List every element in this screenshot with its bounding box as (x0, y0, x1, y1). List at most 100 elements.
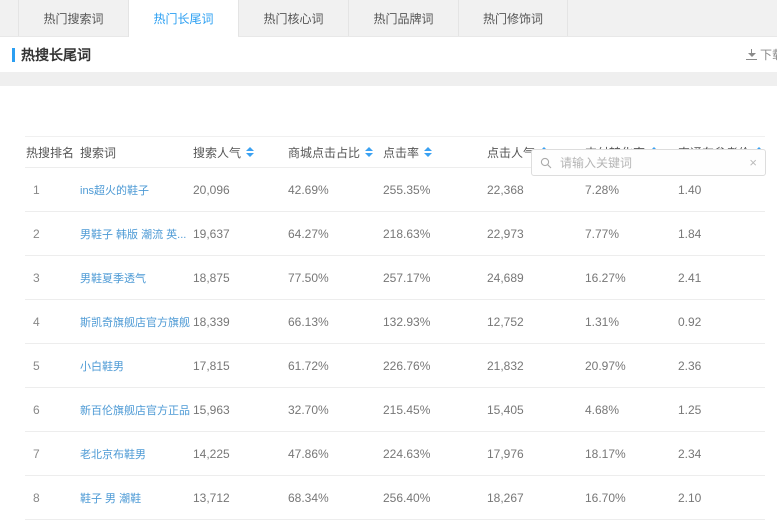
cell-click_popularity: 18,267 (487, 490, 524, 505)
cell-keyword: 斯凯奇旗舰店官方旗舰 (80, 300, 193, 344)
tab-2[interactable]: 热门长尾词 (128, 0, 238, 37)
keyword-link[interactable]: 鞋子 男 潮鞋 (80, 492, 142, 505)
cell-click_rate: 224.63% (383, 446, 431, 461)
keyword-link[interactable]: 小白鞋男 (80, 360, 124, 373)
column-header-rank: 热搜排名 (26, 145, 75, 160)
download-label: 下载 (759, 48, 777, 62)
cell-rank: 2 (33, 226, 40, 241)
tab-1[interactable]: 热门搜索词 (18, 0, 128, 36)
cell-click_rate: 256.40% (383, 490, 431, 505)
keyword-link[interactable]: 男鞋夏季透气 (80, 272, 146, 285)
cell-click_popularity: 22,368 (487, 182, 524, 197)
tab-bar: 热门搜索词 热门长尾词 热门核心词 热门品牌词 热门修饰词 (0, 0, 777, 37)
cell-click_rate: 215.45% (383, 402, 431, 417)
cell-rank: 4 (33, 314, 40, 329)
cell-mall_click_ratio: 42.69% (288, 182, 329, 197)
search-icon (540, 157, 552, 168)
cell-search_popularity: 18,875 (193, 270, 230, 285)
sort-caret-icon[interactable] (424, 147, 433, 158)
cell-ztc_price: 2.36 (678, 358, 702, 373)
table-row: 1 ins超火的鞋子 20,096 42.69% 255.35% 22,368 7.28% 1… (25, 168, 765, 212)
cell-keyword: 小白鞋男 (80, 344, 193, 388)
cell-pay_conversion: 1.31% (585, 314, 620, 329)
cell-click_popularity: 12,752 (487, 314, 524, 329)
cell-pay_conversion: 4.68% (585, 402, 620, 417)
cell-search_popularity: 19,637 (193, 226, 230, 241)
keyword-link[interactable]: 斯凯奇旗舰店官方旗舰 (80, 316, 190, 329)
cell-pay_conversion: 20.97% (585, 358, 626, 373)
search-input[interactable] (558, 154, 744, 171)
cell-click_popularity: 17,976 (487, 446, 524, 461)
cell-pay_conversion: 7.77% (585, 226, 620, 241)
cell-pay_conversion: 16.70% (585, 490, 626, 505)
title-accent-bar (12, 47, 15, 62)
keyword-link[interactable]: 老北京布鞋男 (80, 448, 146, 461)
cell-ztc_price: 2.41 (678, 270, 702, 285)
cell-click_popularity: 24,689 (487, 270, 524, 285)
page-title: 热搜长尾词 (21, 46, 91, 63)
cell-mall_click_ratio: 47.86% (288, 446, 329, 461)
keyword-link[interactable]: 新百伦旗舰店官方正品 (80, 404, 190, 417)
cell-ztc_price: 1.25 (678, 402, 702, 417)
cell-search_popularity: 20,096 (193, 182, 230, 197)
cell-search_popularity: 13,712 (193, 490, 230, 505)
column-header-keyword: 搜索词 (80, 145, 117, 160)
section-header: 热搜长尾词 下载 (0, 37, 777, 72)
cell-mall_click_ratio: 68.34% (288, 490, 329, 505)
cell-click_popularity: 22,973 (487, 226, 524, 241)
cell-mall_click_ratio: 66.13% (288, 314, 329, 329)
cell-pay_conversion: 7.28% (585, 182, 620, 197)
clear-search-icon[interactable]: × (749, 155, 757, 170)
cell-click_popularity: 21,832 (487, 358, 524, 373)
table-row: 6 新百伦旗舰店官方正品 15,963 32.70% 215.45% 15,405 4.68… (25, 388, 765, 432)
cell-click_rate: 255.35% (383, 182, 431, 197)
sort-caret-icon[interactable] (246, 147, 255, 158)
tab-3[interactable]: 热门核心词 (238, 0, 348, 36)
cell-rank: 8 (33, 490, 40, 505)
cell-keyword: 男鞋夏季透气 (80, 256, 193, 300)
cell-rank: 5 (33, 358, 40, 373)
cell-ztc_price: 2.10 (678, 490, 702, 505)
table-row: 7 老北京布鞋男 14,225 47.86% 224.63% 17,976 18.17% 2.… (25, 432, 765, 476)
hot-keywords-table: 热搜排名搜索词搜索人气商城点击占比点击率点击人气支付转化率直通车参考价 1ins… (25, 136, 765, 520)
cell-search_popularity: 15,963 (193, 402, 230, 417)
cell-search_popularity: 17,815 (193, 358, 230, 373)
keyword-link[interactable]: 男鞋子 韩版 潮流 英... (80, 228, 187, 241)
keyword-link[interactable]: ins超火的鞋子 (80, 184, 150, 197)
table-row: 5 小白鞋男 17,815 61.72% 226.76% 21,832 20.97% 2.36 (25, 344, 765, 388)
table-row: 4 斯凯奇旗舰店官方旗舰 18,339 66.13% 132.93% 12,752 1.31… (25, 300, 765, 344)
table-row: 2 男鞋子 韩版 潮流 英... 19,637 64.27% 218.63% 22,973… (25, 212, 765, 256)
cell-pay_conversion: 16.27% (585, 270, 626, 285)
cell-keyword: 鞋子 男 潮鞋 (80, 476, 193, 520)
cell-click_popularity: 15,405 (487, 402, 524, 417)
cell-mall_click_ratio: 77.50% (288, 270, 329, 285)
cell-ztc_price: 0.92 (678, 314, 702, 329)
cell-rank: 3 (33, 270, 40, 285)
cell-keyword: ins超火的鞋子 (80, 168, 193, 212)
column-header-click_rate[interactable]: 点击率 (383, 137, 487, 168)
column-header-mall_click_ratio[interactable]: 商城点击占比 (288, 137, 383, 168)
download-icon (745, 49, 757, 60)
sort-caret-icon[interactable] (365, 147, 374, 158)
cell-rank: 6 (33, 402, 40, 417)
cell-click_rate: 132.93% (383, 314, 431, 329)
cell-search_popularity: 14,225 (193, 446, 230, 461)
cell-rank: 1 (33, 182, 40, 197)
cell-keyword: 老北京布鞋男 (80, 432, 193, 476)
keyword-search-box: × (531, 149, 766, 176)
column-header-search_popularity[interactable]: 搜索人气 (193, 137, 288, 168)
cell-mall_click_ratio: 32.70% (288, 402, 329, 417)
tab-5[interactable]: 热门修饰词 (458, 0, 568, 36)
cell-keyword: 男鞋子 韩版 潮流 英... (80, 212, 193, 256)
cell-pay_conversion: 18.17% (585, 446, 626, 461)
cell-search_popularity: 18,339 (193, 314, 230, 329)
cell-mall_click_ratio: 61.72% (288, 358, 329, 373)
cell-click_rate: 257.17% (383, 270, 431, 285)
table-row: 3 男鞋夏季透气 18,875 77.50% 257.17% 24,689 16.27% 2.… (25, 256, 765, 300)
cell-rank: 7 (33, 446, 40, 461)
cell-ztc_price: 2.34 (678, 446, 702, 461)
table-row: 8 鞋子 男 潮鞋 13,712 68.34% 256.40% 18,267 16.70% 2… (25, 476, 765, 520)
download-button[interactable]: 下载 (745, 37, 777, 72)
tab-4[interactable]: 热门品牌词 (348, 0, 458, 36)
cell-mall_click_ratio: 64.27% (288, 226, 329, 241)
